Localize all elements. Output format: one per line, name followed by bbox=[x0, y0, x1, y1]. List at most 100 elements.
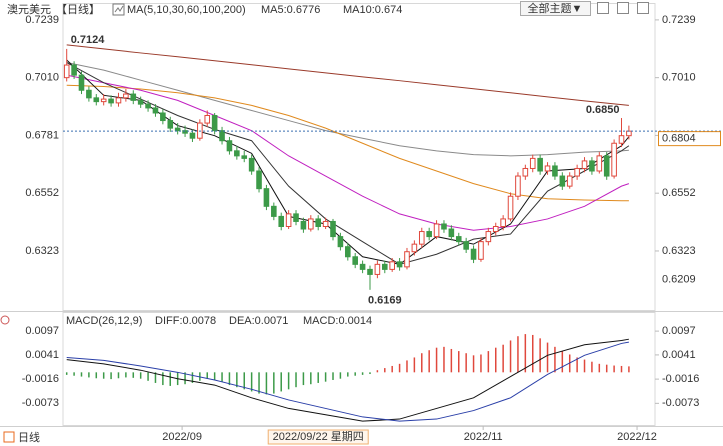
candle-body bbox=[596, 155, 603, 172]
candle-body bbox=[559, 175, 566, 187]
candle-body bbox=[285, 213, 292, 227]
macd-icon[interactable] bbox=[0, 315, 10, 325]
candle-body bbox=[293, 213, 299, 222]
candle-body bbox=[145, 103, 151, 109]
candle-body bbox=[381, 263, 388, 270]
candle-body bbox=[315, 218, 322, 227]
candle-body bbox=[574, 167, 580, 177]
candle-body bbox=[330, 220, 336, 238]
candle-body bbox=[167, 120, 174, 129]
candle-body bbox=[137, 99, 144, 105]
toolbar-icon[interactable] bbox=[597, 2, 609, 14]
y-tick-label-right: 0.6323 bbox=[662, 245, 696, 257]
candle-body bbox=[441, 223, 447, 230]
candle-body bbox=[93, 97, 100, 103]
candle-body bbox=[322, 220, 329, 227]
candle-body bbox=[100, 98, 107, 103]
candle-body bbox=[359, 263, 366, 270]
theme-button[interactable] bbox=[520, 1, 591, 16]
candle-body bbox=[108, 98, 114, 104]
candle-body bbox=[78, 74, 85, 91]
cursor-date: 2022/09/22 星期四 bbox=[273, 430, 364, 443]
candle-body bbox=[433, 223, 440, 238]
y-tick-label-right: 0.0097 bbox=[662, 325, 696, 337]
candle-body bbox=[537, 157, 543, 172]
candle-body bbox=[448, 228, 455, 238]
candle-body bbox=[130, 93, 137, 101]
y-tick-label: -0.0016 bbox=[22, 373, 59, 385]
candle-body bbox=[352, 256, 358, 265]
price-label: 0.6209 bbox=[662, 274, 696, 286]
candle-body bbox=[396, 261, 403, 268]
macd-readout: DIFF:0.0078 bbox=[155, 315, 216, 327]
candle-body bbox=[263, 188, 270, 207]
toolbar-icon[interactable] bbox=[617, 2, 629, 14]
ma-readout: MA10:0.674 bbox=[343, 4, 402, 16]
candle-body bbox=[374, 263, 381, 275]
candle-body bbox=[308, 218, 314, 230]
candle-body bbox=[418, 231, 425, 245]
y-tick-label: -0.0073 bbox=[22, 397, 59, 409]
candle-body bbox=[500, 218, 506, 227]
candle-body bbox=[492, 225, 499, 233]
y-tick-label: 0.6781 bbox=[25, 129, 59, 141]
candle-body bbox=[123, 93, 129, 99]
candle-body bbox=[152, 107, 159, 114]
macd-readout: DEA:0.0071 bbox=[229, 315, 288, 327]
candle-body bbox=[241, 155, 248, 159]
y-tick-label-right: 0.7010 bbox=[662, 72, 696, 84]
y-tick-label-right: -0.0016 bbox=[662, 373, 699, 385]
extreme-annotation: 0.7124 bbox=[71, 34, 106, 46]
candle-body bbox=[589, 160, 595, 172]
footer-period[interactable]: 日线 bbox=[18, 430, 40, 444]
extreme-annotation: 0.6169 bbox=[368, 295, 402, 307]
candle-body bbox=[204, 115, 211, 124]
candle-body bbox=[248, 157, 255, 172]
candle-body bbox=[404, 251, 410, 268]
candle-body bbox=[529, 157, 536, 169]
period-label: 【日线】 bbox=[56, 2, 100, 16]
x-tick-label: 2022/12 bbox=[617, 431, 657, 443]
candle-body bbox=[470, 248, 477, 260]
price-label: 0.6804 bbox=[662, 133, 696, 145]
price-pane bbox=[62, 3, 656, 311]
toolbar-icon[interactable] bbox=[637, 2, 649, 14]
y-tick-label-right: 0.0041 bbox=[662, 349, 696, 361]
y-tick-label: 0.6323 bbox=[25, 245, 59, 257]
price-label-box bbox=[658, 131, 721, 147]
y-tick-label-right: 0.7239 bbox=[662, 14, 696, 26]
candle-body bbox=[522, 167, 529, 177]
y-tick-label: 0.7010 bbox=[25, 72, 59, 84]
period-icon[interactable] bbox=[3, 431, 15, 443]
cursor-date-box bbox=[267, 429, 369, 445]
ma-line bbox=[66, 84, 629, 202]
candle-body bbox=[182, 130, 188, 134]
macd-pane bbox=[62, 312, 656, 426]
candle-body bbox=[234, 150, 240, 157]
candle-body bbox=[219, 130, 225, 142]
ma-line bbox=[66, 44, 629, 106]
candle-body bbox=[278, 215, 285, 227]
candle-body bbox=[581, 160, 588, 169]
macd-readout: MACD:0.0014 bbox=[303, 315, 372, 327]
candle-body bbox=[226, 140, 233, 152]
candle-body bbox=[603, 155, 610, 177]
candle-body bbox=[485, 231, 492, 243]
candle-body bbox=[337, 236, 344, 248]
candle-body bbox=[566, 175, 573, 187]
candle-body bbox=[426, 231, 432, 238]
candle-body bbox=[345, 246, 351, 258]
candle-body bbox=[256, 170, 262, 190]
indicator-label: MA(5,10,30,60,100,200) bbox=[127, 4, 246, 16]
candle-body bbox=[478, 241, 484, 260]
y-tick-label-right: -0.0073 bbox=[662, 397, 699, 409]
candle-body bbox=[611, 142, 617, 177]
theme-button-label[interactable]: 全部主题▼ bbox=[528, 1, 583, 15]
candle-body bbox=[71, 64, 77, 76]
candle-body bbox=[515, 175, 521, 197]
ma-readout: MA5:0.6776 bbox=[261, 4, 320, 16]
candle-body bbox=[455, 236, 462, 243]
y-tick-label-right: 0.6552 bbox=[662, 187, 696, 199]
candle-body bbox=[115, 97, 122, 104]
